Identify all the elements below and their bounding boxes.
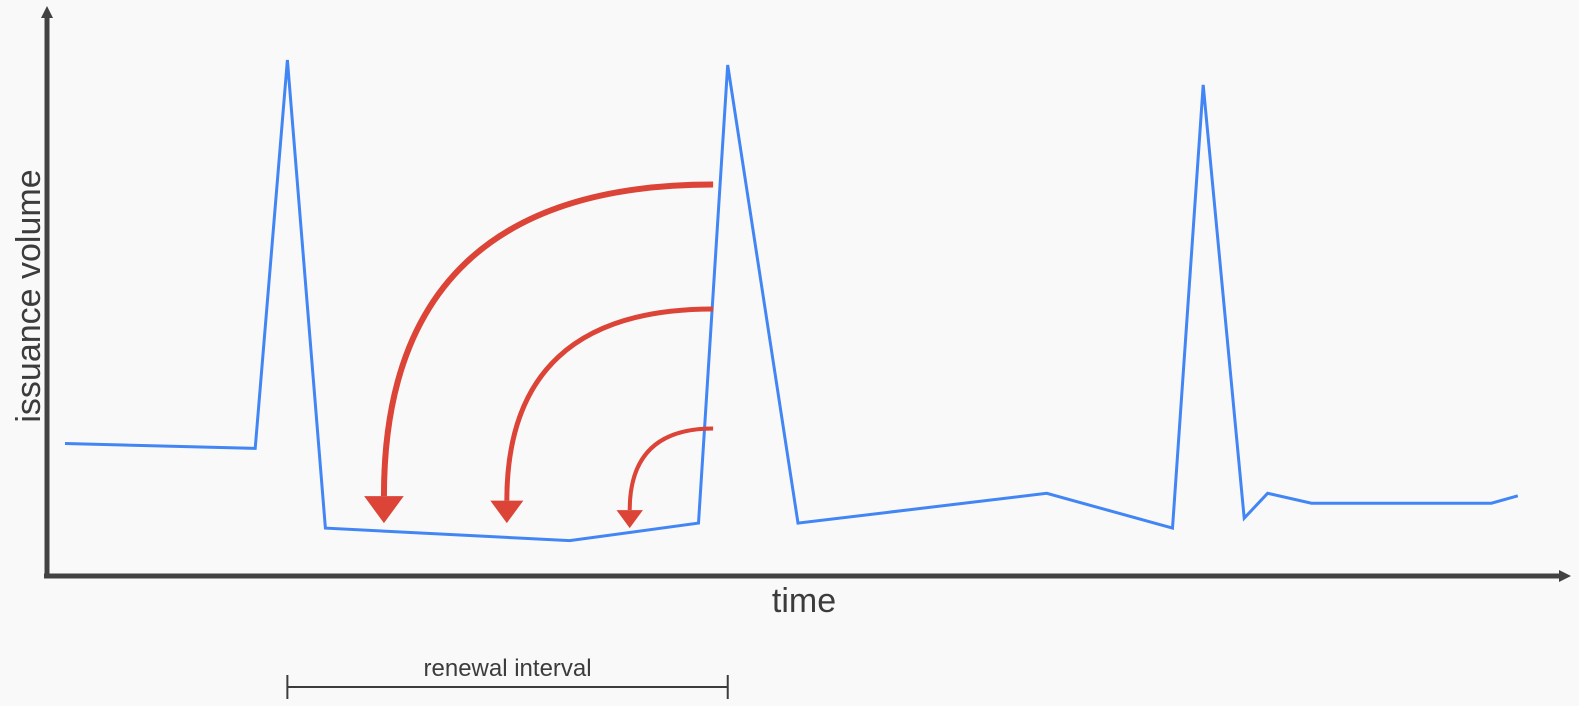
- arrowhead-2: [617, 510, 643, 528]
- renewal-interval-bracket: renewal interval: [287, 655, 727, 699]
- arrows-group: [364, 185, 713, 529]
- curved-arrow-0: [384, 185, 713, 497]
- curved-arrow-1: [507, 309, 713, 501]
- y-axis-label: issuance volume: [10, 169, 48, 422]
- x-axis-arrowhead: [1559, 570, 1571, 582]
- arrowhead-1: [490, 501, 523, 524]
- arrowhead-0: [364, 496, 404, 523]
- series-line-0: [65, 60, 1518, 541]
- series-group: [65, 60, 1518, 541]
- axes: [41, 6, 1571, 582]
- x-axis-label: time: [772, 582, 836, 620]
- interval-label: renewal interval: [424, 655, 592, 682]
- y-axis-arrowhead: [41, 6, 53, 18]
